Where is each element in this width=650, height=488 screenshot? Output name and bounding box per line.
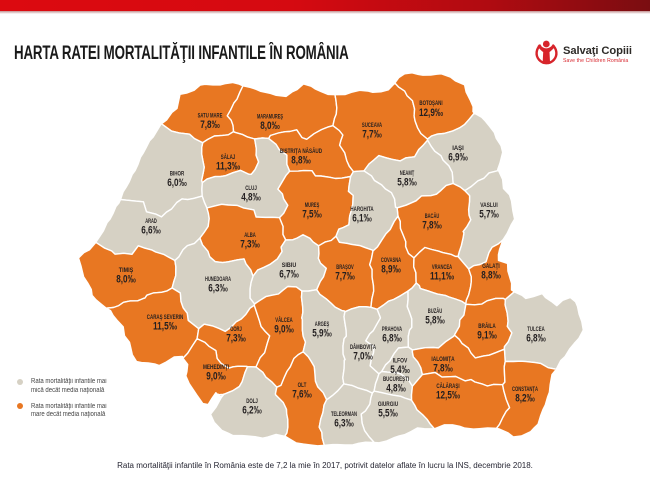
svg-text:ALBA: ALBA — [244, 232, 256, 239]
svg-text:TULCEA: TULCEA — [527, 326, 545, 333]
svg-text:BRĂILA: BRĂILA — [478, 321, 496, 330]
svg-text:12,5‰: 12,5‰ — [436, 390, 460, 402]
svg-text:7,0‰: 7,0‰ — [353, 351, 373, 363]
svg-text:6,8‰: 6,8‰ — [526, 333, 546, 345]
svg-text:IAŞI: IAŞI — [452, 145, 464, 152]
svg-text:7,7‰: 7,7‰ — [362, 129, 382, 141]
svg-text:7,8‰: 7,8‰ — [422, 220, 442, 232]
svg-text:5,7‰: 5,7‰ — [479, 209, 499, 221]
svg-text:8,0‰: 8,0‰ — [116, 274, 136, 286]
svg-text:7,8‰: 7,8‰ — [200, 119, 220, 131]
svg-text:SĂLAJ: SĂLAJ — [221, 152, 236, 161]
svg-text:CLUJ: CLUJ — [245, 185, 257, 192]
svg-text:7,3‰: 7,3‰ — [240, 239, 260, 251]
svg-text:GORJ: GORJ — [230, 326, 242, 333]
svg-text:PRAHOVA: PRAHOVA — [382, 326, 403, 333]
svg-text:6,1‰: 6,1‰ — [352, 213, 372, 225]
svg-text:BIHOR: BIHOR — [170, 171, 185, 178]
svg-text:6,2‰: 6,2‰ — [242, 405, 262, 417]
svg-text:5,8‰: 5,8‰ — [425, 315, 445, 327]
svg-text:6,3‰: 6,3‰ — [334, 418, 354, 430]
svg-text:8,8‰: 8,8‰ — [291, 155, 311, 167]
svg-text:6,9‰: 6,9‰ — [448, 152, 468, 164]
svg-text:12,9‰: 12,9‰ — [419, 107, 443, 119]
svg-text:ILFOV: ILFOV — [393, 358, 408, 365]
svg-text:GIURGIU: GIURGIU — [378, 401, 399, 408]
svg-text:9,0‰: 9,0‰ — [206, 371, 226, 383]
svg-text:4,8‰: 4,8‰ — [241, 192, 261, 204]
svg-text:11,3‰: 11,3‰ — [216, 161, 240, 173]
svg-text:TIMIŞ: TIMIŞ — [119, 267, 134, 274]
svg-text:7,5‰: 7,5‰ — [302, 209, 322, 221]
svg-text:6,0‰: 6,0‰ — [167, 177, 187, 189]
svg-text:CARAŞ SEVERIN: CARAŞ SEVERIN — [147, 314, 184, 321]
svg-text:IALOMIŢA: IALOMIŢA — [431, 356, 455, 363]
svg-text:HUNEDOARA: HUNEDOARA — [205, 276, 231, 283]
svg-text:HARGHITA: HARGHITA — [350, 206, 374, 213]
svg-text:ARGEŞ: ARGEŞ — [315, 321, 330, 328]
svg-text:9,1‰: 9,1‰ — [477, 330, 497, 342]
svg-text:5,8‰: 5,8‰ — [397, 177, 417, 189]
svg-text:SATU MARE: SATU MARE — [198, 113, 223, 120]
svg-text:7,6‰: 7,6‰ — [292, 389, 312, 401]
svg-text:7,3‰: 7,3‰ — [226, 333, 246, 345]
svg-text:VASLUI: VASLUI — [480, 202, 498, 209]
svg-text:11,5‰: 11,5‰ — [153, 321, 177, 333]
svg-text:6,6‰: 6,6‰ — [141, 225, 161, 237]
svg-text:ARAD: ARAD — [145, 218, 157, 225]
svg-text:5,9‰: 5,9‰ — [312, 328, 332, 340]
svg-text:8,8‰: 8,8‰ — [481, 270, 501, 282]
svg-text:6,8‰: 6,8‰ — [382, 333, 402, 345]
svg-text:8,9‰: 8,9‰ — [381, 264, 401, 276]
svg-text:CONSTANŢA: CONSTANŢA — [512, 386, 538, 393]
svg-text:CĂLĂRAŞI: CĂLĂRAŞI — [436, 381, 459, 390]
svg-text:DOLJ: DOLJ — [246, 398, 258, 405]
svg-text:7,7‰: 7,7‰ — [335, 271, 355, 283]
svg-text:MEHEDINŢI: MEHEDINŢI — [203, 364, 229, 371]
svg-text:TELEORMAN: TELEORMAN — [331, 411, 357, 418]
svg-text:DÂMBOVIŢA: DÂMBOVIŢA — [350, 342, 376, 351]
svg-text:11,1‰: 11,1‰ — [430, 271, 454, 283]
svg-text:5,5‰: 5,5‰ — [378, 408, 398, 420]
svg-text:6,7‰: 6,7‰ — [279, 269, 299, 281]
svg-text:MARAMUREŞ: MARAMUREŞ — [257, 114, 283, 121]
svg-text:VÂLCEA: VÂLCEA — [275, 315, 293, 324]
svg-text:9,0‰: 9,0‰ — [274, 324, 294, 336]
svg-text:8,2‰: 8,2‰ — [515, 393, 535, 405]
svg-text:4,8‰: 4,8‰ — [386, 383, 406, 395]
svg-text:5,4‰: 5,4‰ — [390, 364, 410, 376]
svg-text:BOTOŞANI: BOTOŞANI — [419, 100, 442, 107]
svg-text:SIBIU: SIBIU — [282, 262, 297, 269]
svg-text:MUREŞ: MUREŞ — [305, 202, 320, 209]
svg-text:COVASNA: COVASNA — [381, 257, 402, 264]
svg-text:6,3‰: 6,3‰ — [208, 283, 228, 295]
svg-text:SUCEAVA: SUCEAVA — [362, 122, 383, 129]
svg-text:NEAMŢ: NEAMŢ — [400, 170, 415, 177]
svg-text:BUZĂU: BUZĂU — [428, 306, 443, 315]
svg-text:VRANCEA: VRANCEA — [432, 264, 453, 271]
svg-text:GALAŢI: GALAŢI — [482, 263, 500, 270]
svg-text:OLT: OLT — [298, 382, 307, 389]
svg-text:BACĂU: BACĂU — [425, 211, 440, 220]
svg-text:BRAŞOV: BRAŞOV — [336, 264, 354, 271]
svg-text:BISTRIŢA NĂSĂUD: BISTRIŢA NĂSĂUD — [280, 146, 323, 155]
svg-text:7,8‰: 7,8‰ — [433, 363, 453, 375]
svg-text:8,0‰: 8,0‰ — [260, 120, 280, 132]
svg-text:BUCUREŞTI: BUCUREŞTI — [383, 376, 409, 383]
